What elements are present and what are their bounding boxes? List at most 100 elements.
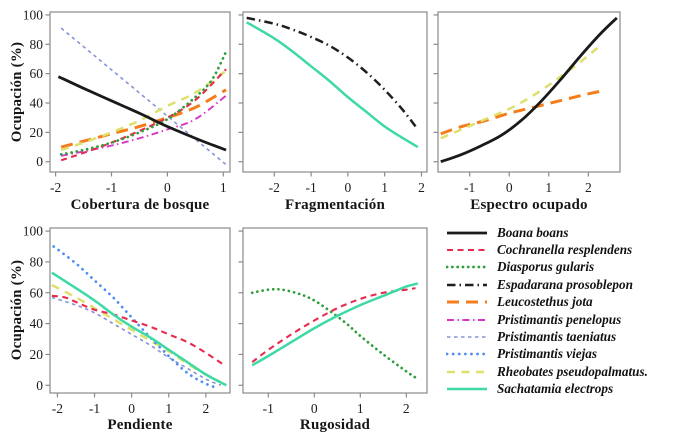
x-tick-label: 1 [381, 180, 388, 195]
x-tick-label: 0 [164, 180, 171, 195]
series-line-pristimantis-penelopus [60, 94, 227, 157]
legend-swatch-diasporus-gularis-line [446, 266, 488, 269]
y-tick-label: 100 [23, 224, 44, 239]
legend-swatch-pristimantis-taeniatus-line [447, 336, 487, 338]
x-tick-label: -1 [263, 401, 274, 416]
legend-swatch-espadarana-prosoblepon-line [447, 283, 487, 287]
x-tick-label: 2 [203, 401, 210, 416]
y-tick-label: 40 [30, 96, 44, 111]
legend-item-pristimantis-penelopus: Pristimantis penelopus [446, 311, 696, 328]
y-tick-label: 0 [36, 378, 43, 393]
series-line-boana-boans [440, 16, 618, 164]
y-tick-label: 20 [30, 125, 44, 140]
y-tick-label: 100 [23, 7, 44, 22]
series-line-pristimantis-taeniatus [60, 27, 227, 166]
plot-box [49, 227, 231, 394]
legend-swatch-leucostethus-jota-line [447, 300, 487, 304]
series-line-sachatamia-electrops [51, 271, 227, 387]
plot-box [49, 11, 231, 173]
legend-label: Boana boans [497, 224, 569, 240]
panel-rugosidad: -1 0 1 2 [238, 227, 428, 416]
x-axis-title-fragmentacion: Fragmentación [284, 197, 386, 213]
x-axis-title-espectro-ocupado: Espectro ocupado [470, 197, 588, 213]
x-tick-label: 0 [345, 180, 352, 195]
legend-item-pristimantis-taeniatus: Pristimantis taeniatus [446, 328, 696, 345]
legend-swatch-rheobates-pseudopalmatus-line [447, 370, 487, 374]
legend-item-espadarana-prosoblepon: Espadarana prosoblepon [446, 276, 696, 293]
x-tick-label: 2 [585, 180, 592, 195]
panel-cobertura-de-bosque: 0 20 40 60 80 100 -2 -1 0 1 [23, 7, 231, 195]
series-line-sachatamia-electrops [251, 282, 419, 367]
legend-swatch-pristimantis-penelopus-line [447, 318, 487, 321]
series-line-rheobates-pseudopalmatus [60, 69, 227, 152]
series-line-diasporus-gularis [250, 287, 417, 379]
legend-label: Sachatamia electrops [497, 381, 614, 397]
series-line-cochranella-resplendens [60, 68, 227, 162]
legend-swatch-pristimantis-viejas-line [446, 353, 488, 356]
legend-label: Pristimantis penelopus [497, 311, 622, 327]
legend-swatch-cochranella-resplendens-line [447, 249, 487, 252]
x-tick-label: 0 [128, 401, 135, 416]
y-tick-label: 20 [30, 347, 44, 362]
series-line-boana-boans [57, 75, 227, 152]
x-tick-label: 1 [165, 401, 172, 416]
y-axis-title-top: Ocupación (%) [9, 41, 25, 143]
y-tick-label: 80 [30, 37, 44, 52]
legend-swatch-boana-boans-line [447, 231, 487, 235]
legend-label: Leucostethus jota [497, 294, 593, 310]
x-tick-label: 1 [357, 401, 364, 416]
y-tick-label: 0 [36, 154, 43, 169]
x-tick-label: 0 [506, 180, 513, 195]
x-tick-label: -2 [52, 401, 63, 416]
legend-label: Espadarana prosoblepon [497, 276, 633, 292]
series-line-leucostethus-jota [60, 88, 227, 149]
x-tick-label: 0 [311, 401, 318, 416]
series-line-espadarana-prosoblepon [246, 16, 419, 131]
legend-label: Cochranella resplendens [497, 242, 633, 258]
y-tick-label: 60 [30, 66, 44, 81]
series-line-pristimantis-viejas [52, 245, 221, 390]
legend-item-rheobates-pseudopalmatus: Rheobates pseudopalmatus. [446, 363, 696, 380]
legend-label: Diasporus gularis [497, 259, 595, 275]
legend-label: Pristimantis taeniatus [497, 329, 617, 345]
legend-label: Rheobates pseudopalmatus. [497, 363, 648, 379]
y-tick-label: 40 [30, 316, 44, 331]
x-tick-label: 1 [545, 180, 552, 195]
legend-item-sachatamia-electrops: Sachatamia electrops [446, 381, 696, 398]
species-legend: Boana boans Cochranella resplendens Diaspo… [446, 224, 696, 398]
legend-item-diasporus-gularis: Diasporus gularis [446, 259, 696, 276]
series-line-diasporus-gularis [59, 50, 228, 156]
x-axis-title-cobertura-de-bosque: Cobertura de bosque [70, 197, 210, 213]
x-tick-label: 2 [403, 401, 410, 416]
x-tick-label: -2 [269, 180, 280, 195]
panel-fragmentaci-n: -2 -1 0 1 2 [238, 11, 428, 195]
x-tick-label: -1 [89, 401, 100, 416]
x-axis-title-rugosidad: Rugosidad [299, 417, 371, 433]
panel-espectro-ocupado: -1 0 1 2 [433, 11, 621, 195]
legend-swatch-sachatamia-electrops-line [447, 387, 487, 391]
legend-item-pristimantis-viejas: Pristimantis viejas [446, 346, 696, 363]
x-tick-label: 2 [418, 180, 425, 195]
x-tick-label: -1 [464, 180, 475, 195]
y-axis-title-bottom: Ocupación (%) [9, 259, 25, 361]
legend-item-leucostethus-jota: Leucostethus jota [446, 294, 696, 311]
plot-box [242, 227, 428, 394]
series-line-rheobates-pseudopalmatus [51, 283, 222, 384]
series-line-leucostethus-jota [440, 89, 601, 136]
x-tick-label: 1 [220, 180, 227, 195]
legend-label: Pristimantis viejas [497, 346, 598, 362]
plot-box [437, 11, 621, 173]
x-axis-title-pendiente: Pendiente [107, 417, 173, 433]
series-line-cochranella-resplendens [51, 294, 226, 367]
legend-item-boana-boans: Boana boans [446, 224, 696, 241]
x-tick-label: -1 [106, 180, 117, 195]
x-tick-label: -2 [50, 180, 61, 195]
series-line-pristimantis-taeniatus [51, 296, 222, 387]
plot-box [242, 11, 428, 173]
series-line-rheobates-pseudopalmatus [440, 46, 600, 140]
x-tick-label: -1 [305, 180, 316, 195]
series-line-sachatamia-electrops [246, 21, 419, 149]
legend-item-cochranella-resplendens: Cochranella resplendens [446, 241, 696, 258]
